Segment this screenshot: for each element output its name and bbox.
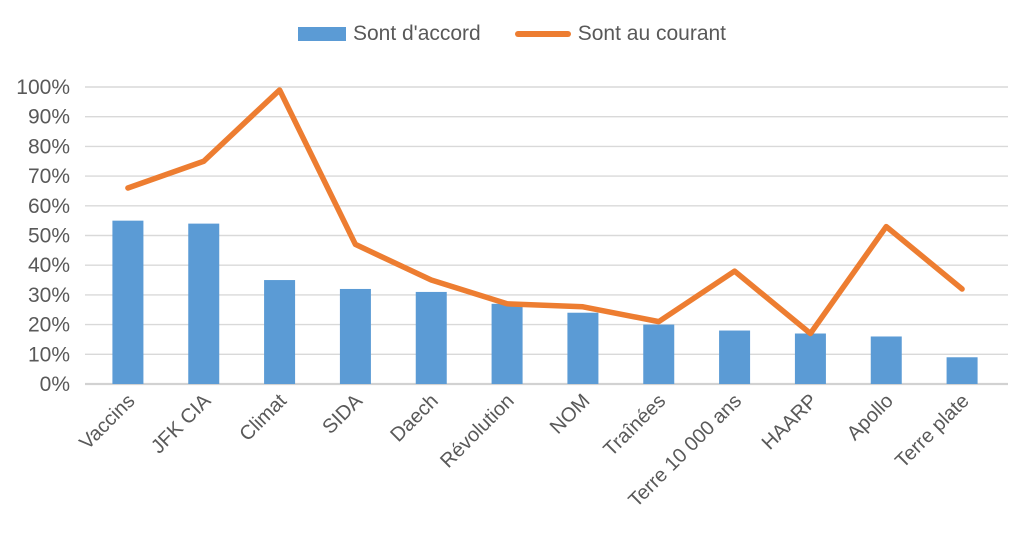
x-category-label: HAARP — [758, 390, 822, 454]
bar — [643, 324, 675, 384]
x-category-label: SIDA — [318, 390, 367, 439]
bar — [415, 291, 447, 384]
x-category-label: Traînées — [599, 390, 670, 461]
bar — [188, 223, 220, 384]
x-category-label: Terre plate — [891, 390, 973, 472]
x-category-label: Apollo — [843, 390, 898, 445]
y-tick-label: 0% — [40, 373, 70, 396]
x-category-label: Climat — [235, 390, 291, 446]
x-category-label: Vaccins — [75, 390, 139, 454]
bar — [567, 312, 599, 384]
legend-bar-swatch — [297, 27, 346, 41]
bar — [264, 280, 296, 384]
legend-line-swatch — [514, 31, 571, 37]
y-tick-label: 90% — [28, 106, 70, 129]
y-tick-label: 10% — [28, 343, 70, 366]
bar — [491, 303, 523, 384]
bar — [946, 357, 978, 384]
legend-label-aware: Sont au courant — [577, 22, 727, 45]
bar — [112, 220, 144, 384]
y-tick-label: 60% — [28, 195, 70, 218]
bar — [794, 333, 826, 384]
y-tick-label: 80% — [28, 135, 70, 158]
bar — [339, 288, 371, 384]
x-category-label: JFK CIA — [147, 390, 216, 459]
y-tick-label: 20% — [28, 314, 70, 337]
legend-label-agree: Sont d'accord — [352, 22, 481, 45]
line-series — [125, 87, 965, 337]
legend-item-aware: Sont au courant — [514, 22, 727, 46]
bar — [719, 330, 751, 384]
y-tick-label: 100% — [16, 76, 70, 99]
y-tick-label: 40% — [28, 254, 70, 277]
legend-item-agree: Sont d'accord — [297, 22, 481, 46]
x-category-label: Daech — [386, 390, 442, 446]
x-category-label: NOM — [546, 390, 595, 439]
y-tick-label: 50% — [28, 225, 70, 248]
x-category-label: Révolution — [436, 390, 518, 472]
y-tick-label: 30% — [28, 284, 70, 307]
bar — [870, 336, 902, 384]
y-tick-label: 70% — [28, 165, 70, 188]
chart-legend: Sont d'accord Sont au courant — [0, 22, 1024, 46]
